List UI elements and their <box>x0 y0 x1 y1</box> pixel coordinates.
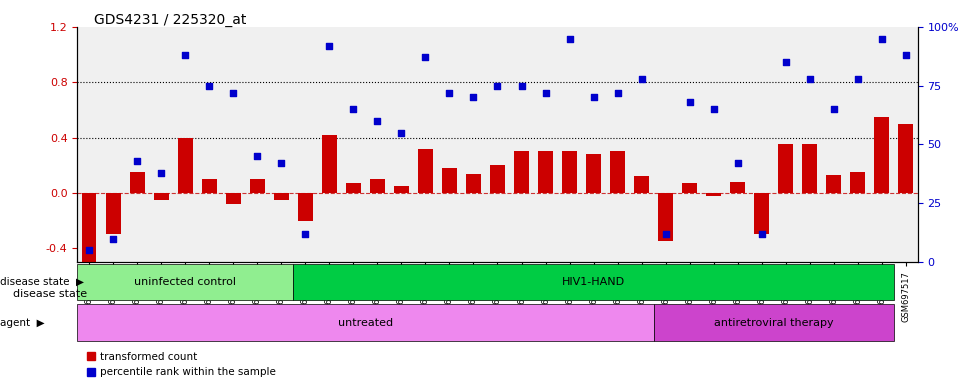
Bar <box>106 193 121 234</box>
Point <box>298 231 313 237</box>
Text: untreated: untreated <box>338 318 393 328</box>
Bar <box>178 137 192 193</box>
Bar <box>418 149 433 193</box>
Point <box>634 76 649 82</box>
Text: GDS4231 / 225320_at: GDS4231 / 225320_at <box>94 13 246 27</box>
Point <box>105 235 121 242</box>
Text: antiretroviral therapy: antiretroviral therapy <box>714 318 834 328</box>
Point <box>826 106 841 112</box>
Legend: transformed count, percentile rank within the sample: transformed count, percentile rank withi… <box>82 348 280 381</box>
Point <box>850 76 866 82</box>
Bar <box>850 172 865 193</box>
Bar <box>298 193 313 220</box>
Bar <box>803 144 817 193</box>
Bar <box>706 193 721 196</box>
Bar <box>250 179 265 193</box>
Point <box>129 158 145 164</box>
Bar <box>562 151 577 193</box>
Bar <box>659 193 672 241</box>
Point <box>322 43 337 49</box>
Point <box>81 247 97 253</box>
FancyBboxPatch shape <box>77 264 294 300</box>
Text: HIV1-HAND: HIV1-HAND <box>562 277 625 287</box>
Point <box>226 90 242 96</box>
Point <box>753 231 769 237</box>
Point <box>466 94 481 101</box>
Bar <box>586 154 601 193</box>
Bar <box>754 193 769 234</box>
Bar <box>274 193 289 200</box>
FancyBboxPatch shape <box>294 264 894 300</box>
Point <box>610 90 625 96</box>
Bar <box>226 193 241 204</box>
Point <box>249 153 265 159</box>
Point <box>730 160 746 166</box>
Point <box>394 130 410 136</box>
Bar <box>370 179 384 193</box>
Point <box>346 106 361 112</box>
Point <box>202 83 217 89</box>
Bar <box>514 151 528 193</box>
Bar <box>130 172 145 193</box>
Point <box>778 59 793 65</box>
Bar <box>323 135 336 193</box>
Bar <box>730 182 745 193</box>
Bar <box>779 144 793 193</box>
Bar <box>491 165 504 193</box>
Point <box>538 90 554 96</box>
Bar <box>827 175 840 193</box>
FancyBboxPatch shape <box>77 305 654 341</box>
Point <box>490 83 505 89</box>
Point <box>417 55 433 61</box>
Bar <box>538 151 553 193</box>
Point <box>585 94 601 101</box>
Point <box>514 83 529 89</box>
Point <box>706 106 722 112</box>
Bar <box>467 174 481 193</box>
Point <box>273 160 289 166</box>
Point <box>441 90 457 96</box>
Text: uninfected control: uninfected control <box>134 277 237 287</box>
Bar <box>155 193 168 200</box>
Point <box>154 170 169 176</box>
Bar <box>394 186 409 193</box>
Point <box>874 36 890 42</box>
Bar <box>682 183 696 193</box>
Point <box>682 99 697 105</box>
Bar <box>202 179 216 193</box>
Bar <box>442 168 457 193</box>
FancyBboxPatch shape <box>654 305 894 341</box>
Point <box>802 76 817 82</box>
Point <box>898 52 914 58</box>
Text: disease state: disease state <box>13 289 87 299</box>
Bar <box>898 124 913 193</box>
Bar <box>346 183 360 193</box>
Point <box>178 52 193 58</box>
Bar <box>635 176 649 193</box>
Point <box>562 36 578 42</box>
Point <box>370 118 385 124</box>
Bar <box>82 193 97 269</box>
Text: disease state  ▶: disease state ▶ <box>0 277 84 287</box>
Bar <box>874 117 889 193</box>
Bar <box>611 151 625 193</box>
Point <box>658 231 673 237</box>
Text: agent  ▶: agent ▶ <box>0 318 44 328</box>
